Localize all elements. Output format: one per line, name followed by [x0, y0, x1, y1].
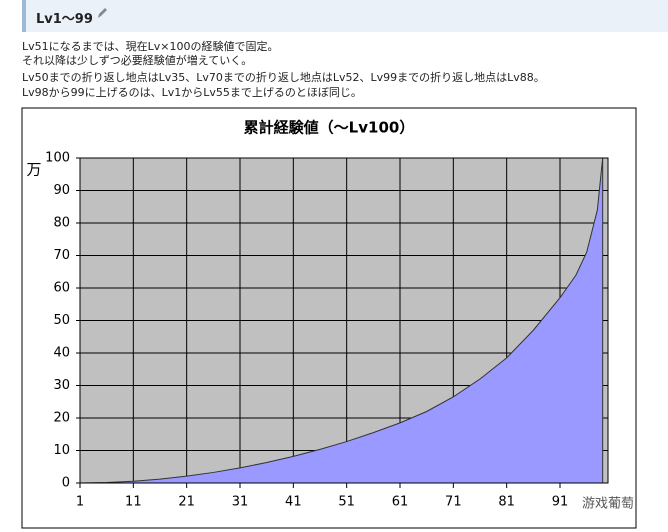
y-tick-label: 40 [53, 346, 70, 361]
edit-icon[interactable] [96, 6, 108, 20]
section-title: Lv1～99 [36, 12, 93, 27]
watermark: 游戏葡萄 [582, 497, 634, 512]
section-header: Lv1～99 [22, 0, 668, 32]
y-unit: 万 [26, 161, 41, 179]
y-tick-label: 30 [53, 378, 70, 393]
paragraph: Lv98から99に上げるのは、Lv1からLv55まで上げるのとほぼ同じ。 [22, 86, 362, 99]
x-tick-label: 61 [392, 495, 409, 510]
y-tick-label: 100 [45, 151, 70, 166]
area [79, 157, 604, 484]
x-tick-label: 11 [125, 495, 142, 510]
x-tick-label: 71 [445, 495, 462, 510]
y-tick-label: 80 [53, 216, 70, 231]
y-tick-label: 90 [53, 183, 70, 198]
x-tick-label: 81 [498, 495, 515, 510]
y-tick-label: 60 [53, 281, 70, 296]
paragraph: Lv51になるまでは、現在Lv×100の経験値で固定。 [22, 40, 279, 53]
y-tick-label: 70 [53, 248, 70, 263]
x-tick-label: 21 [178, 495, 195, 510]
x-tick-label: 41 [285, 495, 302, 510]
x-tick-label: 1 [76, 495, 84, 510]
paragraph: それ以降は少しずつ必要経験値が増えていく。 [22, 54, 253, 67]
y-tick-label: 0 [62, 476, 70, 491]
chart-title: 累計経験値（～Lv100） [244, 119, 415, 137]
y-tick-label: 50 [53, 313, 70, 328]
paragraph: Lv50までの折り返し地点はLv35、Lv70までの折り返し地点はLv52、Lv… [22, 71, 545, 84]
x-tick-label: 91 [552, 495, 569, 510]
x-tick-label: 31 [232, 495, 249, 510]
x-tick-label: 51 [338, 495, 355, 510]
y-tick-label: 20 [53, 411, 70, 426]
y-tick-label: 10 [53, 443, 70, 458]
